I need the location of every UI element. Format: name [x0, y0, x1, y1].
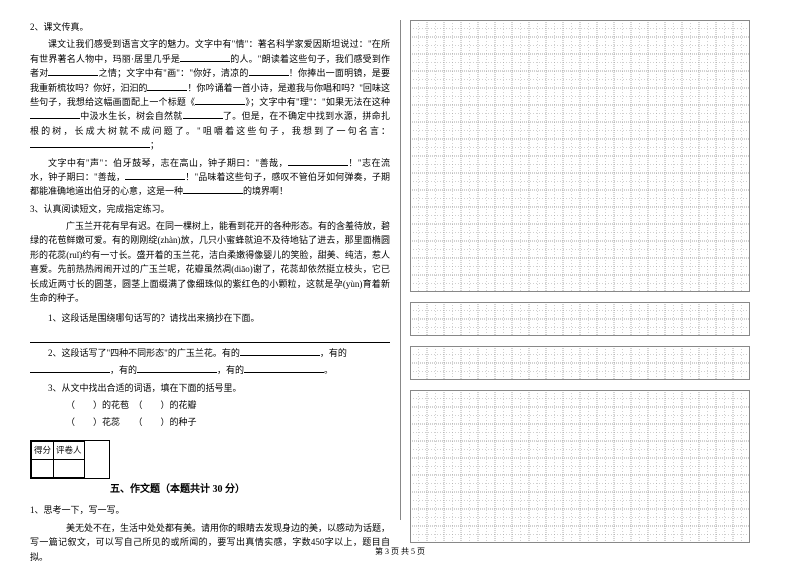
blank[interactable]	[30, 363, 110, 373]
column-divider	[400, 20, 401, 520]
question-3b: （ ）花蕊 （ ）的种子	[30, 415, 390, 429]
item-3-heading: 3、认真阅读短文，完成指定练习。	[30, 202, 390, 216]
question-3a: （ ）的花苞 （ ）的花瓣	[30, 398, 390, 412]
right-column	[410, 20, 750, 520]
writing-grid-1[interactable]	[410, 20, 750, 292]
blank[interactable]	[30, 109, 80, 119]
blank[interactable]	[244, 363, 324, 373]
text: 之情；文字中有"画"："你好，清凉的	[98, 68, 248, 78]
question-3: 3、从文中找出合适的词语，填在下面的括号里。	[30, 381, 390, 395]
text: 》；文字中有"理"："如果无法在这种	[245, 97, 390, 107]
text: ，有的	[320, 348, 347, 358]
question-2-cont: ，有的 ，有的 。	[30, 363, 390, 377]
question-1: 1、这段话是围绕哪句话写的？请找出来摘抄在下面。	[30, 311, 390, 325]
blank[interactable]	[240, 346, 320, 356]
text: 2、这段话写了"四种不同形态"的广玉兰花。有的	[48, 348, 240, 358]
blank[interactable]	[183, 109, 223, 119]
answer-line[interactable]	[30, 329, 390, 343]
blank[interactable]	[195, 95, 245, 105]
reading-passage: 广玉兰开花有早有迟。在同一棵树上，能看到花开的各种形态。有的含羞待放，碧绿的花苞…	[30, 219, 390, 305]
blank[interactable]	[125, 170, 185, 180]
text: 。	[324, 365, 333, 375]
blank[interactable]	[249, 66, 289, 76]
text: 文字中有"声"：伯牙鼓琴，志在高山，钟子期曰："善哉，	[48, 158, 288, 168]
section-5-title: 五、作文题（本题共计 30 分）	[110, 482, 390, 498]
question-2: 2、这段话写了"四种不同形态"的广玉兰花。有的 ，有的	[30, 346, 390, 360]
text: 的境界啊！	[243, 186, 288, 196]
grader-cell[interactable]	[54, 460, 85, 478]
blank[interactable]	[137, 363, 217, 373]
writing-grid-2[interactable]	[410, 302, 750, 336]
left-column: 2、课文传真。 课文让我们感受到语言文字的魅力。文字中有"情"：著名科学家爱因斯…	[30, 20, 390, 520]
score-table: 得分 评卷人	[30, 440, 110, 480]
text: 中汲水生长，树会自然就	[80, 111, 183, 121]
blank[interactable]	[147, 81, 187, 91]
blank[interactable]	[288, 156, 348, 166]
score-label: 得分	[32, 441, 54, 460]
essay-prompt: 美无处不在，生活中处处都有美。请用你的眼睛去发现身边的美，以感动为话题，写一篇记…	[30, 521, 390, 564]
blank[interactable]	[180, 52, 230, 62]
blank[interactable]	[30, 138, 150, 148]
score-cell[interactable]	[32, 460, 54, 478]
text: ，有的	[217, 365, 244, 375]
paragraph-2: 文字中有"声"：伯牙鼓琴，志在高山，钟子期曰："善哉，！"志在流水，钟子期曰："…	[30, 156, 390, 199]
writing-grid-4[interactable]	[410, 390, 750, 543]
page-footer: 第 3 页 共 5 页	[0, 546, 800, 557]
item-2-heading: 2、课文传真。	[30, 20, 390, 34]
blank[interactable]	[48, 66, 98, 76]
paragraph-1: 课文让我们感受到语言文字的魅力。文字中有"情"：著名科学家爱因斯坦说过："在所有…	[30, 37, 390, 152]
blank[interactable]	[183, 184, 243, 194]
writing-grid-3[interactable]	[410, 346, 750, 380]
grader-label: 评卷人	[54, 441, 85, 460]
essay-heading: 1、思考一下，写一写。	[30, 503, 390, 517]
text: ，有的	[110, 365, 137, 375]
text: ；	[150, 140, 159, 150]
